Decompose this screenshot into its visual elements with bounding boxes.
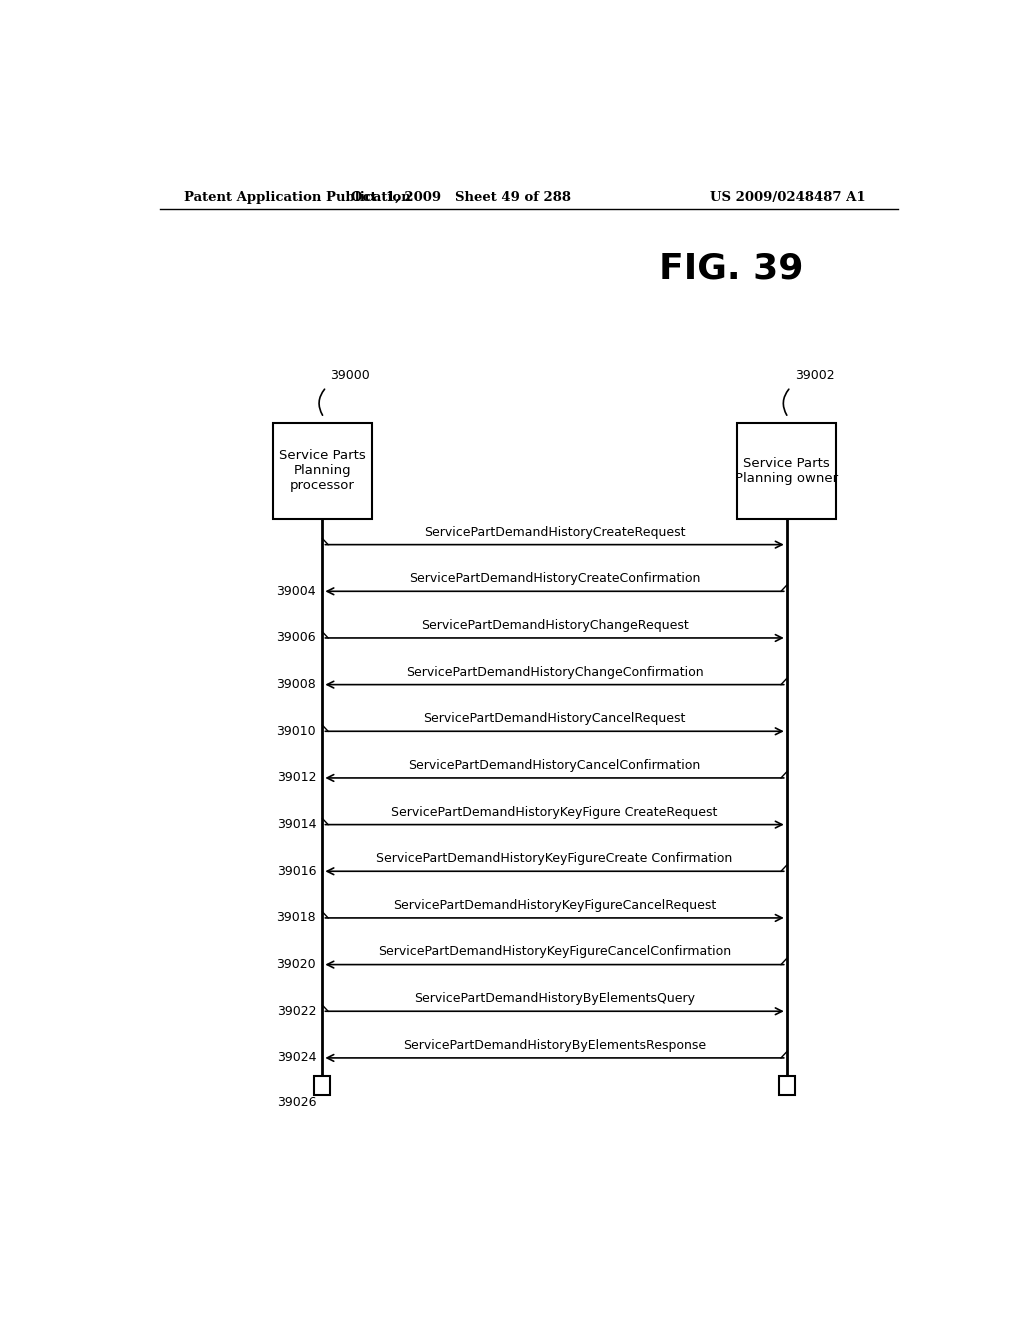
Text: FIG. 39: FIG. 39 [658, 252, 804, 286]
Text: ServicePartDemandHistoryKeyFigureCancelRequest: ServicePartDemandHistoryKeyFigureCancelR… [393, 899, 716, 912]
Text: 39014: 39014 [276, 818, 316, 832]
Text: 39020: 39020 [276, 958, 316, 972]
Text: 39016: 39016 [276, 865, 316, 878]
Text: ServicePartDemandHistoryCancelRequest: ServicePartDemandHistoryCancelRequest [423, 713, 686, 725]
Text: 39004: 39004 [276, 585, 316, 598]
Text: ServicePartDemandHistoryChangeRequest: ServicePartDemandHistoryChangeRequest [421, 619, 688, 632]
Text: ServicePartDemandHistoryKeyFigure CreateRequest: ServicePartDemandHistoryKeyFigure Create… [391, 805, 718, 818]
Text: 39024: 39024 [276, 1052, 316, 1064]
Text: 39006: 39006 [276, 631, 316, 644]
Text: ServicePartDemandHistoryKeyFigureCancelConfirmation: ServicePartDemandHistoryKeyFigureCancelC… [378, 945, 731, 958]
Text: ServicePartDemandHistoryByElementsQuery: ServicePartDemandHistoryByElementsQuery [414, 993, 695, 1005]
Text: 39026: 39026 [276, 1096, 316, 1109]
Text: ServicePartDemandHistoryChangeConfirmation: ServicePartDemandHistoryChangeConfirmati… [406, 665, 703, 678]
Bar [778, 1076, 795, 1094]
Text: ServicePartDemandHistoryCancelConfirmation: ServicePartDemandHistoryCancelConfirmati… [409, 759, 700, 772]
Text: 39008: 39008 [276, 678, 316, 692]
Text: 39018: 39018 [276, 911, 316, 924]
Text: Oct. 1, 2009   Sheet 49 of 288: Oct. 1, 2009 Sheet 49 of 288 [351, 190, 571, 203]
Text: 39002: 39002 [795, 370, 835, 381]
Bar [314, 1076, 331, 1094]
Text: ServicePartDemandHistoryCreateRequest: ServicePartDemandHistoryCreateRequest [424, 525, 685, 539]
Text: Service Parts
Planning owner: Service Parts Planning owner [735, 457, 839, 484]
Text: Patent Application Publication: Patent Application Publication [183, 190, 411, 203]
Bar [737, 422, 837, 519]
Text: 39000: 39000 [331, 370, 370, 381]
Text: ServicePartDemandHistoryCreateConfirmation: ServicePartDemandHistoryCreateConfirmati… [409, 572, 700, 585]
Text: 39012: 39012 [276, 771, 316, 784]
Text: 39010: 39010 [276, 725, 316, 738]
Text: Service Parts
Planning
processor: Service Parts Planning processor [280, 449, 366, 492]
Text: ServicePartDemandHistoryByElementsResponse: ServicePartDemandHistoryByElementsRespon… [403, 1039, 707, 1052]
Text: 39022: 39022 [276, 1005, 316, 1018]
Text: US 2009/0248487 A1: US 2009/0248487 A1 [711, 190, 866, 203]
Text: ServicePartDemandHistoryKeyFigureCreate Confirmation: ServicePartDemandHistoryKeyFigureCreate … [377, 853, 733, 865]
Bar [272, 422, 372, 519]
